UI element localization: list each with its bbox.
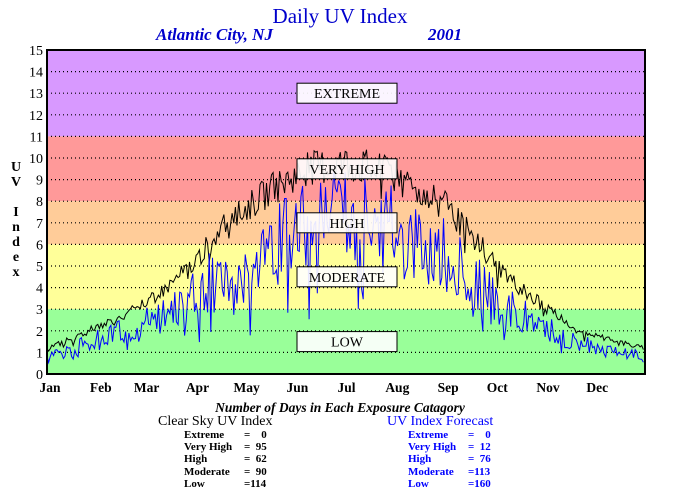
y-tick-label: 6: [36, 238, 43, 253]
summary-row-value: =113: [468, 465, 491, 478]
x-tick-label: Aug: [385, 380, 409, 395]
y-tick-label: 11: [30, 130, 43, 145]
category-label-extreme: EXTREME: [296, 82, 398, 104]
summary-row-label: Low: [408, 477, 429, 490]
summary-row-label: High: [184, 453, 208, 466]
summary-row-value: = 0: [468, 429, 491, 441]
y-tick-label: 8: [36, 195, 43, 210]
y-axis-label-letter: U: [10, 160, 22, 175]
x-tick-label: Jan: [39, 380, 61, 395]
y-tick-label: 14: [29, 66, 43, 81]
svg-text:VERY HIGH: VERY HIGH: [309, 163, 384, 178]
category-label-high: HIGH: [296, 212, 398, 234]
y-axis-label-letter: e: [12, 250, 20, 265]
summary-caption: Number of Days in Each Exposure Catagory: [215, 400, 465, 415]
category-label-very-high: VERY HIGH: [296, 158, 398, 180]
summary-row-label: Moderate: [408, 465, 454, 478]
category-labels: EXTREME VERY HIGH HIGH MODERATE LOW: [296, 82, 398, 353]
summary-row-label: Very High: [408, 441, 457, 454]
clear-sky-series: [46, 149, 644, 353]
summary-row-value: = 0: [244, 429, 267, 441]
y-tick-label: 12: [29, 109, 43, 124]
summary-row-value: = 12: [468, 441, 491, 454]
y-axis-label-letter: n: [12, 220, 20, 235]
svg-text:HIGH: HIGH: [330, 217, 365, 232]
summary-row-label: Extreme: [408, 429, 449, 441]
x-tick-label: Jul: [338, 380, 356, 395]
x-axis-ticks: Jan Feb Mar Apr May Jun Jul Aug Sep Oct Nov Dec: [39, 380, 608, 395]
y-axis-label-letter: I: [13, 205, 19, 220]
summary-row-label: Low: [184, 477, 205, 490]
y-axis-label-letter: x: [12, 265, 20, 280]
x-tick-label: Apr: [186, 380, 209, 395]
x-tick-label: Feb: [90, 380, 112, 395]
summary-row-value: = 76: [468, 453, 491, 466]
summary-row-value: = 90: [244, 465, 267, 478]
y-tick-label: 13: [29, 87, 43, 102]
x-tick-label: Nov: [536, 380, 559, 395]
chart-year: 2001: [428, 25, 462, 44]
svg-text:EXTREME: EXTREME: [314, 87, 380, 102]
plot-frame: [46, 49, 646, 375]
forecast-title: UV Index Forecast: [387, 414, 494, 429]
summary-row-label: High: [408, 453, 432, 466]
summary-row-label: Very High: [184, 441, 233, 454]
y-tick-label: 2: [36, 325, 43, 340]
summary-row-value: =114: [244, 477, 267, 490]
chart-title: Daily UV Index: [272, 4, 408, 28]
chart-location: Atlantic City, NJ: [156, 25, 273, 44]
y-tick-label: 4: [36, 282, 43, 297]
x-tick-label: Mar: [134, 380, 159, 395]
x-tick-label: Dec: [586, 380, 608, 395]
summary-row-value: =160: [468, 477, 491, 490]
y-tick-label: 5: [36, 260, 43, 275]
y-tick-label: 10: [29, 152, 43, 167]
y-axis-label-letter: d: [12, 235, 20, 250]
y-axis-label-letter: V: [10, 175, 22, 190]
y-tick-label: 0: [36, 368, 43, 383]
y-tick-label: 7: [36, 217, 43, 232]
x-tick-label: May: [233, 380, 259, 395]
x-tick-label: Sep: [438, 380, 459, 395]
category-label-moderate: MODERATE: [296, 266, 398, 288]
y-tick-label: 9: [36, 174, 43, 189]
category-label-low: LOW: [296, 331, 398, 353]
x-tick-label: Jun: [287, 380, 309, 395]
svg-text:MODERATE: MODERATE: [309, 271, 385, 286]
summary-row-label: Moderate: [184, 465, 230, 478]
summary-row-value: = 95: [244, 441, 267, 454]
svg-text:LOW: LOW: [331, 336, 364, 351]
y-tick-label: 15: [29, 44, 43, 59]
y-tick-label: 1: [36, 346, 43, 361]
summary-row-value: = 62: [244, 453, 267, 466]
clear-sky-title: Clear Sky UV Index: [158, 414, 273, 429]
y-tick-label: 3: [36, 303, 43, 318]
summary-row-label: Extreme: [184, 429, 225, 441]
x-tick-label: Oct: [487, 380, 508, 395]
